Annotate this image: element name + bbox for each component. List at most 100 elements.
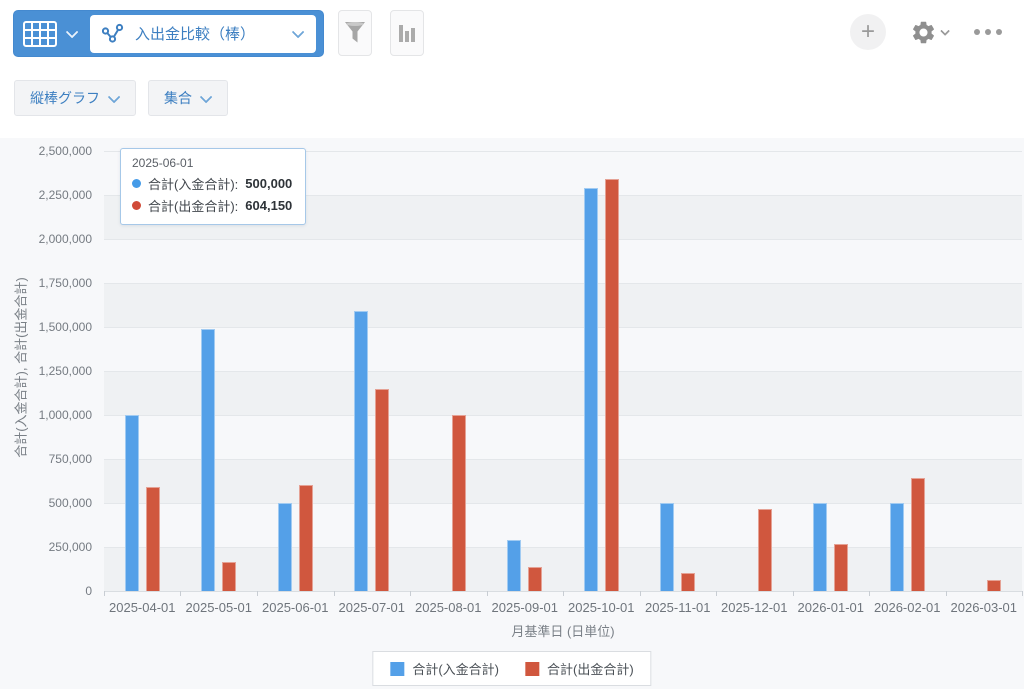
aggregation-chevron-icon [199,90,213,103]
settings-menu[interactable] [910,19,951,46]
y-tick-label: 1,750,000 [38,276,92,290]
axis-tick [409,591,411,596]
chart-type-chevron-icon [107,90,121,103]
y-tick-label: 2,500,000 [38,144,92,158]
bar[interactable] [910,478,925,591]
chart-area: 合計(入金合計), 合計(出金合計) 0 250,000 500,000 750,00… [0,138,1024,689]
x-tick-label: 2025-12-01 [721,600,788,615]
y-tick-label: 500,000 [48,496,92,510]
x-tick-label: 2025-07-01 [338,600,406,615]
y-tick-label: 1,250,000 [38,364,92,378]
x-tick-label: 2025-10-01 [568,600,635,615]
bar-group [946,151,1023,591]
bar[interactable] [451,415,466,591]
axis-tick [1022,591,1023,596]
x-tick-label: 2026-02-01 [874,600,941,615]
bar[interactable] [889,503,904,591]
bar-group [334,151,411,591]
filter-button[interactable] [338,10,372,56]
table-selector-chevron-icon[interactable] [65,25,79,39]
tooltip-date: 2025-06-01 [132,156,194,170]
bar[interactable] [757,509,772,591]
x-tick-label: 2026-01-01 [797,600,865,615]
legend: 合計(入金合計) 合計(出金合計) [372,651,652,686]
chart-selector-dropdown[interactable]: 入出金比較（棒） [90,14,316,53]
bar[interactable] [298,484,313,591]
x-tick-label: 2025-08-01 [415,600,482,615]
bar[interactable] [583,187,598,591]
bar[interactable] [834,544,849,591]
ellipsis-dot [996,29,1002,35]
bar[interactable] [375,388,390,591]
chart-selector-label: 入出金比較（棒） [135,26,256,43]
chart-controls: 縦棒グラフ 集合 [14,80,228,116]
tooltip-dot-red [132,201,141,210]
tooltip: 2025-06-01 合計(入金合計): 500,000 合計(出金合計): 6… [120,148,307,225]
y-tick-label: 1,000,000 [38,408,92,422]
bar-group [869,151,946,591]
axis-tick [639,591,641,596]
y-tick-label: 250,000 [48,540,92,554]
legend-label: 合計(入金合計) [412,662,499,677]
y-axis-title: 合計(入金合計), 合計(出金合計) [13,277,29,458]
table-grid-icon[interactable] [21,19,59,49]
axis-tick [869,591,870,596]
bar-chart-icon [396,21,418,45]
y-tick-label: 1,500,000 [38,320,92,334]
tooltip-row: 合計(出金合計): 604,150 [132,196,292,215]
legend-swatch-red [525,661,539,676]
bar[interactable] [528,567,543,591]
axis-tick [945,591,947,596]
x-tick-label: 2025-04-01 [109,600,176,615]
bar[interactable] [354,311,369,591]
bar[interactable] [507,539,522,591]
bar[interactable] [813,503,828,591]
legend-item-deposit: 合計(入金合計) [390,659,499,678]
bar[interactable] [277,503,292,591]
bar-group [104,151,181,591]
ellipsis-dot [985,29,991,35]
tooltip-value: 604,150 [245,198,293,213]
bar[interactable] [660,503,675,591]
y-tick-label: 2,000,000 [38,232,92,246]
bar-group [487,151,564,591]
bar-group [410,151,487,591]
bar-group [793,151,870,591]
x-tick-label: 2025-05-01 [185,600,253,615]
x-tick-label: 2025-09-01 [491,600,559,615]
axis-tick [563,591,564,596]
toolbar: 入出金比較（棒） + [0,0,1024,138]
bar-group [640,151,717,591]
axis-tick [486,591,488,596]
tooltip-dot-blue [132,179,141,188]
x-axis-labels: 2025-04-01 2025-05-01 2025-06-01 2025-07-01… [104,600,1022,615]
bar-group [181,151,258,591]
axis-tick [333,591,335,596]
tooltip-value: 500,000 [245,176,293,191]
bar[interactable] [201,328,216,591]
chart-type-button[interactable] [390,10,424,56]
aggregation-select[interactable]: 集合 [148,80,228,116]
bar-group [563,151,640,591]
bar-group [257,151,334,591]
y-tick-label: 2,250,000 [38,188,92,202]
y-tick-label: 750,000 [48,452,92,466]
bar[interactable] [604,179,619,591]
bar[interactable] [987,579,1002,591]
more-options-button[interactable] [974,29,1002,35]
funnel-icon [343,20,367,46]
axis-tick [792,591,794,596]
add-record-button[interactable]: + [850,14,886,50]
bar[interactable] [681,572,696,591]
plus-icon: + [860,18,875,45]
bar[interactable] [222,561,237,591]
table-and-chart-selector: 入出金比較（棒） [13,10,324,57]
chart-type-select[interactable]: 縦棒グラフ [14,80,136,116]
legend-item-withdrawal: 合計(出金合計) [525,659,634,678]
bar[interactable] [124,415,139,591]
axis-tick [180,591,182,596]
bar[interactable] [145,487,160,591]
ellipsis-dot [974,29,980,35]
tooltip-label: 合計(入金合計): [148,177,239,192]
